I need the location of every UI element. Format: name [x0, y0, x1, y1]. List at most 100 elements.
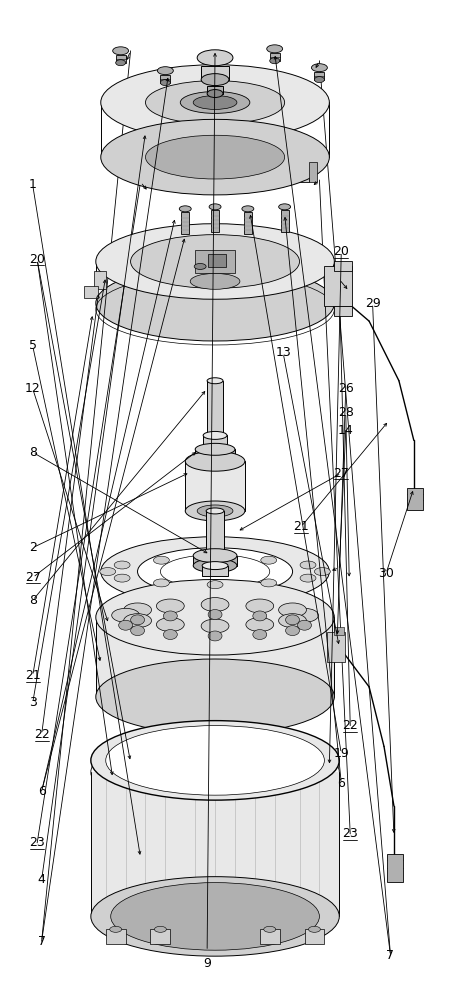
Text: 9: 9: [203, 957, 211, 970]
Ellipse shape: [158, 67, 173, 75]
Bar: [407, 488, 423, 510]
Ellipse shape: [157, 599, 184, 613]
Ellipse shape: [201, 74, 229, 86]
Ellipse shape: [207, 554, 223, 562]
Ellipse shape: [193, 549, 237, 563]
Ellipse shape: [96, 659, 334, 735]
Ellipse shape: [180, 92, 250, 113]
Ellipse shape: [138, 548, 292, 595]
Ellipse shape: [119, 620, 133, 630]
Text: 6: 6: [38, 785, 45, 798]
Ellipse shape: [153, 579, 169, 587]
Ellipse shape: [96, 224, 334, 299]
Ellipse shape: [179, 206, 191, 212]
Ellipse shape: [206, 553, 224, 559]
Ellipse shape: [246, 618, 274, 632]
Ellipse shape: [206, 508, 224, 514]
Text: 2: 2: [29, 541, 36, 554]
Ellipse shape: [130, 626, 144, 636]
Text: 21: 21: [293, 520, 309, 533]
Bar: [206, 511, 224, 556]
Ellipse shape: [291, 608, 319, 622]
Ellipse shape: [160, 80, 171, 86]
Text: 22: 22: [342, 719, 358, 732]
Ellipse shape: [207, 581, 223, 589]
Ellipse shape: [286, 626, 300, 636]
Bar: [334, 306, 352, 316]
Bar: [207, 381, 223, 435]
Ellipse shape: [111, 883, 320, 950]
Ellipse shape: [201, 598, 229, 612]
Bar: [91, 772, 339, 916]
Ellipse shape: [124, 603, 152, 617]
Ellipse shape: [154, 926, 166, 932]
Ellipse shape: [253, 611, 267, 621]
Ellipse shape: [279, 603, 306, 617]
Bar: [288, 154, 310, 182]
Ellipse shape: [315, 77, 324, 83]
Ellipse shape: [145, 135, 285, 179]
Bar: [324, 266, 352, 306]
Ellipse shape: [114, 574, 130, 582]
Ellipse shape: [264, 926, 276, 932]
Bar: [315, 72, 324, 80]
Bar: [185, 461, 245, 511]
Ellipse shape: [208, 631, 222, 641]
Ellipse shape: [195, 443, 235, 455]
Ellipse shape: [270, 58, 279, 64]
Ellipse shape: [163, 630, 177, 639]
Bar: [94, 271, 106, 289]
Bar: [150, 929, 171, 944]
Ellipse shape: [194, 263, 206, 269]
Ellipse shape: [242, 206, 254, 212]
Text: 28: 28: [338, 406, 354, 419]
Ellipse shape: [163, 611, 177, 621]
Ellipse shape: [197, 505, 233, 517]
Text: 22: 22: [34, 728, 50, 741]
Ellipse shape: [203, 431, 227, 439]
Bar: [334, 261, 352, 271]
Text: 6: 6: [338, 777, 345, 790]
Ellipse shape: [246, 599, 274, 613]
Bar: [207, 86, 223, 94]
Bar: [310, 162, 317, 182]
Ellipse shape: [203, 445, 227, 453]
Text: 26: 26: [338, 382, 354, 395]
Text: 12: 12: [25, 382, 40, 395]
Text: 27: 27: [25, 571, 40, 584]
Text: 5: 5: [29, 339, 37, 352]
Ellipse shape: [193, 96, 237, 109]
Ellipse shape: [96, 265, 334, 341]
Ellipse shape: [267, 45, 283, 53]
Ellipse shape: [197, 50, 233, 66]
Text: 27: 27: [333, 467, 349, 480]
Text: 8: 8: [29, 446, 37, 459]
Ellipse shape: [185, 451, 245, 471]
Bar: [260, 929, 279, 944]
Ellipse shape: [101, 119, 329, 195]
Ellipse shape: [190, 273, 240, 289]
Bar: [193, 556, 237, 566]
Ellipse shape: [101, 65, 329, 140]
Bar: [181, 212, 189, 234]
Ellipse shape: [116, 60, 126, 66]
Ellipse shape: [209, 204, 221, 210]
Ellipse shape: [202, 562, 228, 570]
Ellipse shape: [160, 555, 270, 588]
Bar: [116, 55, 126, 63]
Bar: [160, 75, 171, 83]
Bar: [305, 929, 324, 944]
Text: 3: 3: [29, 696, 36, 709]
Bar: [334, 627, 344, 635]
Bar: [208, 254, 226, 267]
Ellipse shape: [112, 608, 140, 622]
Ellipse shape: [145, 81, 285, 124]
Ellipse shape: [96, 580, 334, 655]
Ellipse shape: [157, 618, 184, 632]
Bar: [106, 929, 126, 944]
Text: 23: 23: [29, 836, 45, 849]
Ellipse shape: [153, 556, 169, 564]
Text: 7: 7: [387, 949, 395, 962]
Ellipse shape: [130, 615, 144, 625]
Ellipse shape: [261, 579, 277, 587]
